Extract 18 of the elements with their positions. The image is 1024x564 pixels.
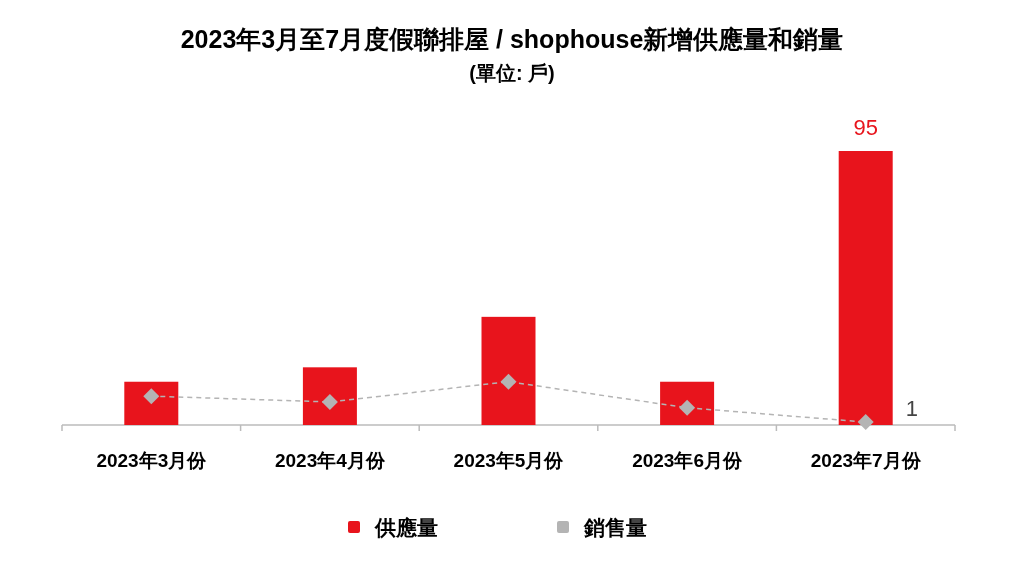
bar xyxy=(481,316,536,425)
point xyxy=(500,373,517,390)
x-tick-label: 2023年5月份 xyxy=(453,450,565,471)
bar xyxy=(838,151,893,425)
point xyxy=(857,414,874,431)
chart-title: 2023年3月至7月度假聯排屋 / shophouse新增供應量和銷量 xyxy=(180,25,844,53)
x-tick-label: 2023年7月份 xyxy=(810,450,922,471)
bar xyxy=(302,367,357,425)
x-tick-label: 2023年6月份 xyxy=(632,450,744,471)
bar xyxy=(124,381,179,425)
x-tick-label: 2023年3月份 xyxy=(96,450,208,471)
chart-subtitle: (單位: 戶) xyxy=(469,62,555,84)
x-tick-label: 2023年4月份 xyxy=(274,450,386,471)
legend-label: 供應量 xyxy=(374,516,438,539)
bar xyxy=(660,381,715,425)
data-label: 1 xyxy=(905,396,918,422)
legend-label: 銷售量 xyxy=(583,516,647,539)
data-label: 95 xyxy=(853,115,878,140)
